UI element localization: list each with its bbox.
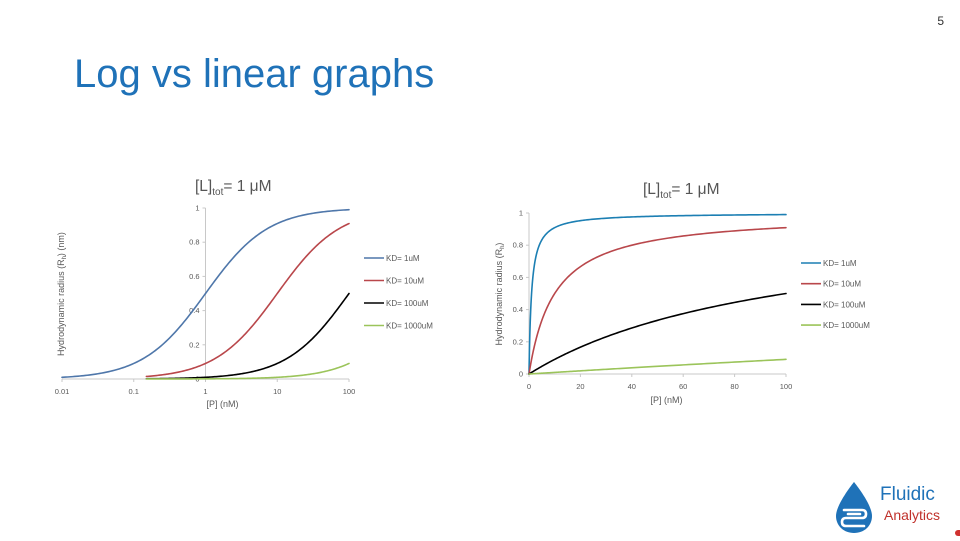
chart-title: [L]tot= 1 μM: [195, 178, 272, 198]
logo-text-analytics: Analytics: [884, 507, 941, 523]
x-tick-label: 100: [780, 382, 793, 391]
chart-title-rest: = 1 μM: [671, 181, 719, 198]
x-axis-label: [P] (nM): [206, 399, 238, 409]
series-line-2: [145, 222, 350, 378]
chart-title-main: [L]: [643, 181, 660, 198]
x-tick-label: 60: [679, 382, 687, 391]
y-tick-label: 1: [195, 204, 199, 213]
x-tick-label: 20: [576, 382, 584, 391]
y-axis-label-rest: ): [494, 243, 504, 246]
y-axis-label-rest: ) (nm): [56, 232, 66, 256]
fluidic-analytics-logo: Fluidic Analytics: [832, 480, 960, 536]
y-axis-label-subscript: h: [62, 256, 68, 259]
legend-label: KD= 1000uM: [823, 321, 870, 330]
y-tick-label: 0: [519, 370, 523, 379]
y-tick-label: 0.2: [189, 340, 199, 349]
y-tick-label: 0.8: [513, 241, 523, 250]
series-line-1: [61, 208, 350, 379]
x-tick-label: 100: [343, 387, 356, 396]
x-tick-label: 10: [273, 387, 281, 396]
x-tick-label: 0.1: [129, 387, 139, 396]
chart-title-rest: = 1 μM: [223, 178, 271, 195]
y-tick-label: 1: [519, 209, 523, 218]
legend-label: KD= 1uM: [386, 254, 420, 263]
series-line-1: [528, 213, 787, 375]
y-tick-label: 0.6: [513, 273, 523, 282]
legend-label: KD= 1000uM: [386, 322, 433, 331]
slide-title: Log vs linear graphs: [74, 52, 435, 96]
y-axis-label-main: Hydrodynamic radius (R: [494, 248, 504, 345]
y-axis-label-subscript: h: [500, 246, 506, 249]
x-tick-label: 40: [628, 382, 636, 391]
chart-title: [L]tot= 1 μM: [643, 181, 720, 201]
chart-title-subscript: tot: [660, 190, 671, 201]
logo-text-fluidic: Fluidic: [880, 484, 935, 505]
y-axis-label: Hydrodynamic radius (Rh): [494, 243, 506, 346]
slide-number: 5: [937, 14, 944, 28]
x-tick-label: 0.01: [55, 387, 70, 396]
x-tick-label: 1: [203, 387, 207, 396]
series-line-4: [145, 362, 350, 380]
y-tick-label: 0.4: [513, 305, 523, 314]
chart-title-subscript: tot: [212, 187, 223, 198]
y-axis-label: Hydrodynamic radius (Rh) (nm): [56, 232, 68, 356]
series-line-2: [528, 226, 787, 375]
y-tick-label: 0.4: [189, 306, 199, 315]
y-tick-label: 0.8: [189, 238, 199, 247]
x-tick-label: 0: [527, 382, 531, 391]
x-tick-label: 80: [730, 382, 738, 391]
legend-label: KD= 100uM: [823, 300, 866, 309]
x-axis-label: [P] (nM): [650, 395, 682, 405]
legend-label: KD= 1uM: [823, 259, 857, 268]
legend-label: KD= 100uM: [386, 299, 429, 308]
y-tick-label: 0.6: [189, 272, 199, 281]
y-axis-label-main: Hydrodynamic radius (R: [56, 259, 66, 356]
legend-label: KD= 10uM: [386, 277, 424, 286]
droplet-logo-icon: [836, 482, 872, 533]
y-tick-label: 0.2: [513, 337, 523, 346]
legend-label: KD= 10uM: [823, 280, 861, 289]
series-line-4: [528, 358, 787, 375]
series-line-3: [528, 292, 787, 375]
corner-marker: [955, 530, 960, 536]
chart-title-main: [L]: [195, 178, 212, 195]
